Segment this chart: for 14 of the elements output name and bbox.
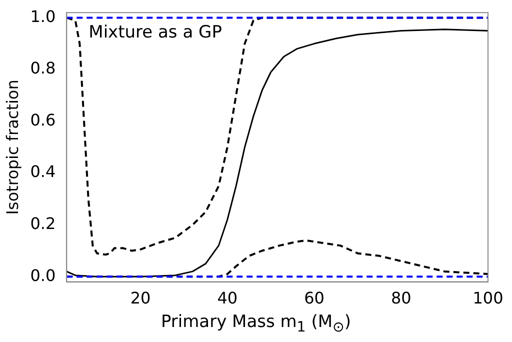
x-tick-label: 80 (390, 288, 412, 308)
y-tick-label: 0.4 (30, 162, 56, 182)
x-tick-label: 40 (217, 288, 238, 308)
annotation: Mixture as a GP (88, 22, 222, 43)
y-tick-label: 0.6 (30, 110, 56, 130)
x-tick-label: 60 (304, 288, 324, 308)
y-tick-label: 0.8 (30, 58, 56, 78)
x-tick-label: 20 (130, 288, 151, 308)
y-tick-label: 1.0 (30, 6, 56, 26)
x-tick-label: 100 (472, 288, 504, 308)
x-axis-title: Primary Mass m$_{1}$ (M$_{⊙}$) (160, 312, 352, 336)
y-tick-label: 0.0 (30, 266, 56, 285)
y-axis-title: Isotropic fraction (2, 80, 22, 215)
y-tick-label: 0.2 (30, 214, 56, 234)
